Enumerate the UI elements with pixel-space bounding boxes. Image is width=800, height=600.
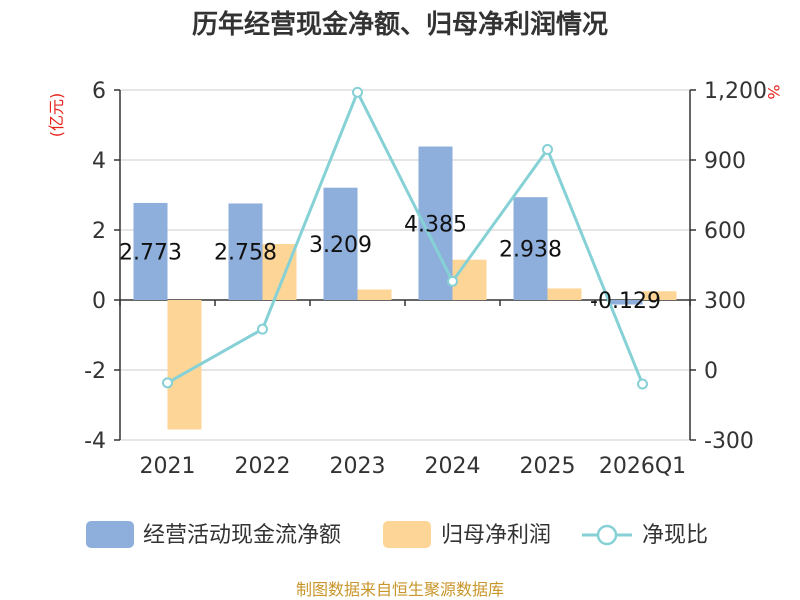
left-tick-label: 2 [92,219,106,244]
cashflow-bar [608,300,643,305]
cashflow-data-label: 3.209 [309,233,372,258]
cashflow-data-label: 2.758 [214,241,277,266]
chart-title: 历年经营现金净额、归母净利润情况 [192,9,608,40]
left-axis-ticks: 6 4 2 0 -2 -4 [84,79,106,454]
right-tick-label: 600 [704,219,746,244]
axes [114,89,696,441]
ratio-line-series [162,86,648,390]
net-profit-bar [547,288,582,300]
cashflow-data-label: 2.938 [499,238,562,263]
legend-swatch-net-profit [383,521,431,548]
legend-swatch-ratio-marker [596,524,618,546]
right-axis-unit: % [764,84,783,99]
left-tick-label: 0 [92,289,106,314]
legend-label-ratio: 净现比 [642,523,708,548]
ratio-point [447,275,458,287]
right-tick-label: 900 [704,149,746,174]
left-tick-label: 4 [92,149,106,174]
legend-label-net-profit: 归母净利润 [441,523,551,548]
net-profit-bar [642,291,677,300]
ratio-point [162,377,173,389]
cashflow-data-label: -0.129 [590,289,661,314]
bar-series [133,146,677,430]
cashflow-bar [323,187,358,300]
cashflow-data-label: 4.385 [404,212,467,237]
ratio-point [257,323,268,335]
right-tick-label: -300 [704,429,754,454]
x-tick-label: 2025 [520,454,576,479]
legend[interactable]: 经营活动现金流净额 归母净利润 净现比 [86,521,708,548]
net-profit-bar [167,300,202,430]
legend-item-cashflow[interactable]: 经营活动现金流净额 [86,521,341,548]
legend-item-ratio[interactable]: 净现比 [582,523,708,548]
legend-label-cashflow: 经营活动现金流净额 [143,523,341,548]
data-source: 制图数据来自恒生聚源数据库 [296,580,504,599]
x-tick-label: 2021 [140,454,196,479]
net-profit-bar [357,289,392,300]
cashflow-data-label: 2.773 [119,240,182,265]
legend-item-net-profit[interactable]: 归母净利润 [383,521,551,548]
cashflow-bar [133,202,168,300]
ratio-point [637,378,648,390]
legend-swatch-cashflow [86,521,134,548]
left-tick-label: 6 [92,79,106,104]
right-axis-ticks: 1,200 900 600 300 0 -300 [704,79,767,454]
ratio-point [542,144,553,155]
right-tick-label: 300 [704,289,746,314]
x-axis-ticks: 2021 2022 2023 2024 2025 2026Q1 [140,454,687,479]
ratio-point [352,86,363,98]
x-tick-label: 2024 [425,454,481,479]
gridlines [120,89,690,441]
left-axis-unit: (亿元) [47,93,66,138]
right-tick-label: 0 [704,359,718,384]
ratio-line [166,90,644,385]
x-tick-label: 2023 [330,454,386,479]
right-tick-label: 1,200 [704,79,767,104]
cashflow-bar [228,203,263,300]
x-tick-label: 2026Q1 [599,454,686,479]
data-labels: 2.773 2.758 3.209 4.385 2.938 -0.129 [119,212,661,314]
x-tick-label: 2022 [235,454,291,479]
left-tick-label: -4 [84,429,106,454]
net-profit-bar [452,259,487,300]
left-tick-label: -2 [84,359,106,384]
cashflow-bar [513,197,548,300]
